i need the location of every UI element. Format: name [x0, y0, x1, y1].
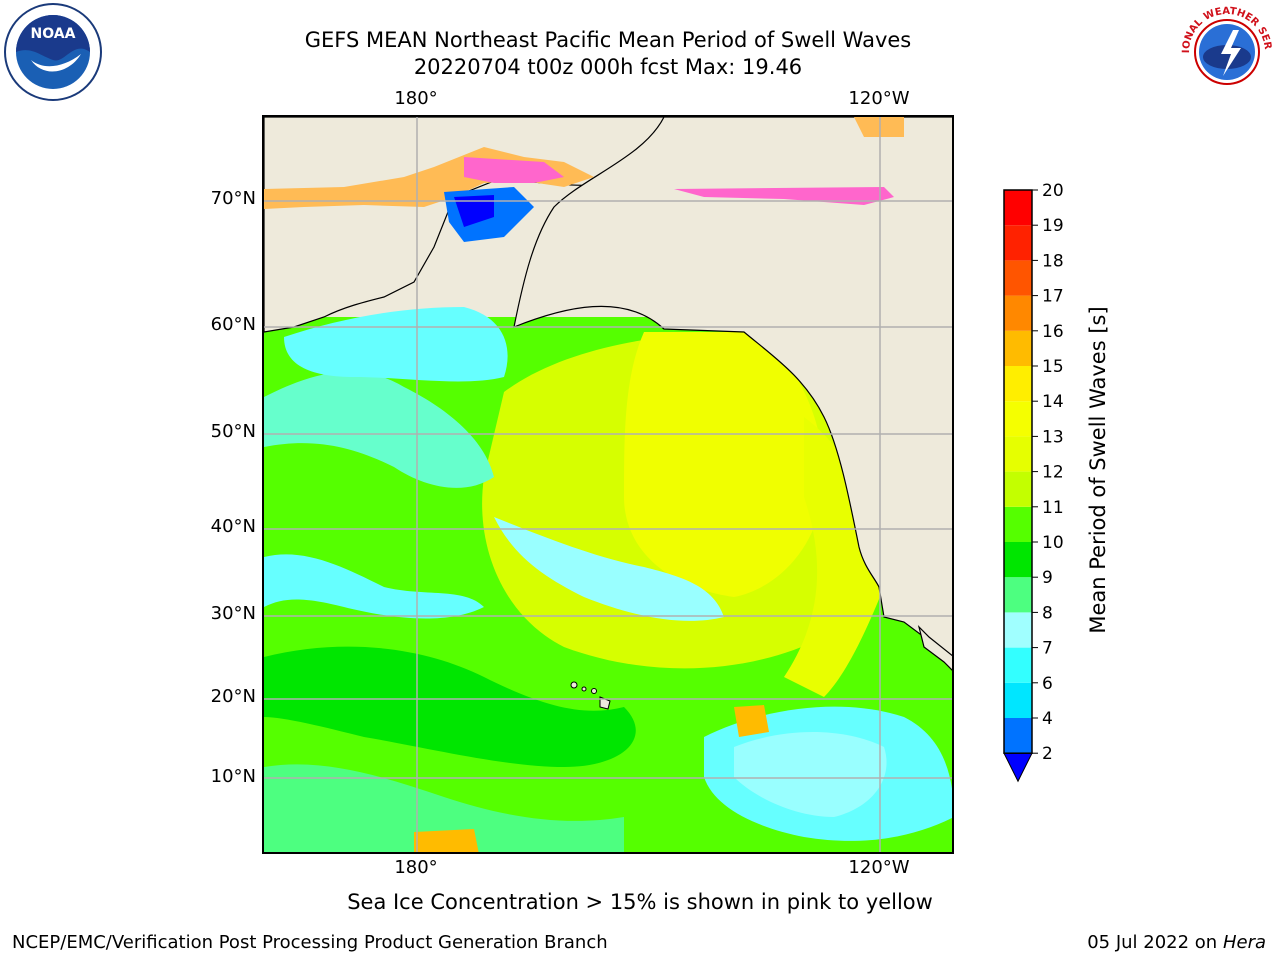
colorbar-under-arrow — [1003, 752, 1033, 783]
land-baja — [917, 625, 952, 671]
lat-label-70n: 70°N — [210, 188, 256, 209]
map-plot-area — [262, 115, 954, 854]
footer-date-text: 05 Jul 2022 on — [1087, 932, 1223, 953]
colorbar-segment — [1004, 718, 1032, 754]
noaa-logo-text: NOAA — [31, 26, 76, 42]
lat-label-60n: 60°N — [210, 314, 256, 335]
colorbar-label: Mean Period of Swell Waves [s] — [1086, 306, 1110, 634]
colorbar-segment — [1004, 506, 1032, 542]
colorbar-segment — [1004, 190, 1032, 226]
lat-label-20n: 20°N — [210, 686, 256, 707]
colorbar-segment — [1004, 471, 1032, 507]
colorbar-segment — [1004, 577, 1032, 613]
chart-subtitle: 20220704 t00z 000h fcst Max: 19.46 — [413, 55, 803, 79]
swell-area-16s — [734, 705, 769, 737]
graticule — [264, 117, 952, 852]
lon-label-top-120w: 120°W — [848, 88, 910, 109]
colorbar-segment — [1004, 612, 1032, 648]
colorbar-tick-label: 15 — [1042, 357, 1064, 377]
footer-date: 05 Jul 2022 on Hera — [1087, 932, 1266, 953]
swell-area-9s-west — [264, 371, 494, 488]
footer-host: Hera — [1222, 932, 1266, 953]
lat-label-30n: 30°N — [210, 603, 256, 624]
sea-ice-high-area — [464, 157, 564, 183]
swell-area-8s-central — [494, 517, 724, 621]
swell-area-16s-south — [414, 829, 479, 852]
colorbar-tick-label: 6 — [1042, 674, 1053, 694]
nws-logo: NATIONAL WEATHER SERVICE — [1177, 2, 1275, 100]
colorbar-tick-label: 16 — [1042, 322, 1064, 342]
swell-area-11s — [264, 646, 636, 767]
colorbar-tick-label: 20 — [1042, 181, 1064, 201]
noaa-logo: NOAA — [4, 3, 102, 101]
colorbar-segment — [1004, 401, 1032, 437]
colorbar-tick-label: 11 — [1042, 498, 1064, 518]
colorbar-tick-label: 14 — [1042, 392, 1064, 412]
colorbar-tick-label: 9 — [1042, 568, 1053, 588]
chart-title: GEFS MEAN Northeast Pacific Mean Period … — [304, 28, 912, 52]
colorbar-tick-label: 10 — [1042, 533, 1064, 553]
lon-label-bottom-180: 180° — [394, 857, 438, 878]
colorbar-tick-label: 7 — [1042, 639, 1053, 659]
hawaii-islands — [570, 681, 611, 710]
map-field — [264, 117, 952, 852]
colorbar-segment — [1004, 225, 1032, 261]
colorbar-tick-label: 8 — [1042, 603, 1053, 623]
colorbar-segment — [1004, 436, 1032, 472]
lat-label-40n: 40°N — [210, 516, 256, 537]
colorbar-segment — [1004, 647, 1032, 683]
colorbar-segment — [1004, 542, 1032, 578]
colorbar-tick-label: 2 — [1042, 744, 1053, 764]
footer-credit: NCEP/EMC/Verification Post Processing Pr… — [12, 932, 608, 953]
swell-area-below-2s — [454, 195, 494, 227]
colorbar-segment — [1004, 330, 1032, 366]
swell-area-bering — [284, 307, 508, 382]
sea-ice-note: Sea Ice Concentration > 15% is shown in … — [347, 890, 933, 914]
lat-label-10n: 10°N — [210, 766, 256, 787]
swell-area-7s-southeast — [734, 732, 887, 817]
colorbar-segment — [1004, 366, 1032, 402]
colorbar-tick-label: 17 — [1042, 287, 1064, 307]
swell-area-10s — [264, 764, 624, 852]
lat-label-50n: 50°N — [210, 421, 256, 442]
colorbar-tick-label: 18 — [1042, 251, 1064, 271]
swell-area-8s-west — [264, 554, 484, 619]
colorbar-tick-label: 12 — [1042, 463, 1064, 483]
colorbar-segment — [1004, 260, 1032, 296]
sea-ice-north-east — [854, 117, 904, 137]
colorbar-segment — [1004, 295, 1032, 331]
colorbar-segment — [1004, 682, 1032, 718]
colorbar: 2 4 6 7 8 9 10 11 12 13 14 15 16 17 18 19 20 — [1003, 181, 1064, 783]
lon-label-bottom-120w: 120°W — [848, 857, 910, 878]
colorbar-tick-label: 4 — [1042, 709, 1053, 729]
colorbar-tick-label: 13 — [1042, 427, 1064, 447]
swell-area-coastal — [784, 417, 884, 697]
colorbar-tick-label: 19 — [1042, 216, 1064, 236]
swell-area-14s — [624, 332, 824, 597]
lon-label-top-180: 180° — [394, 88, 438, 109]
